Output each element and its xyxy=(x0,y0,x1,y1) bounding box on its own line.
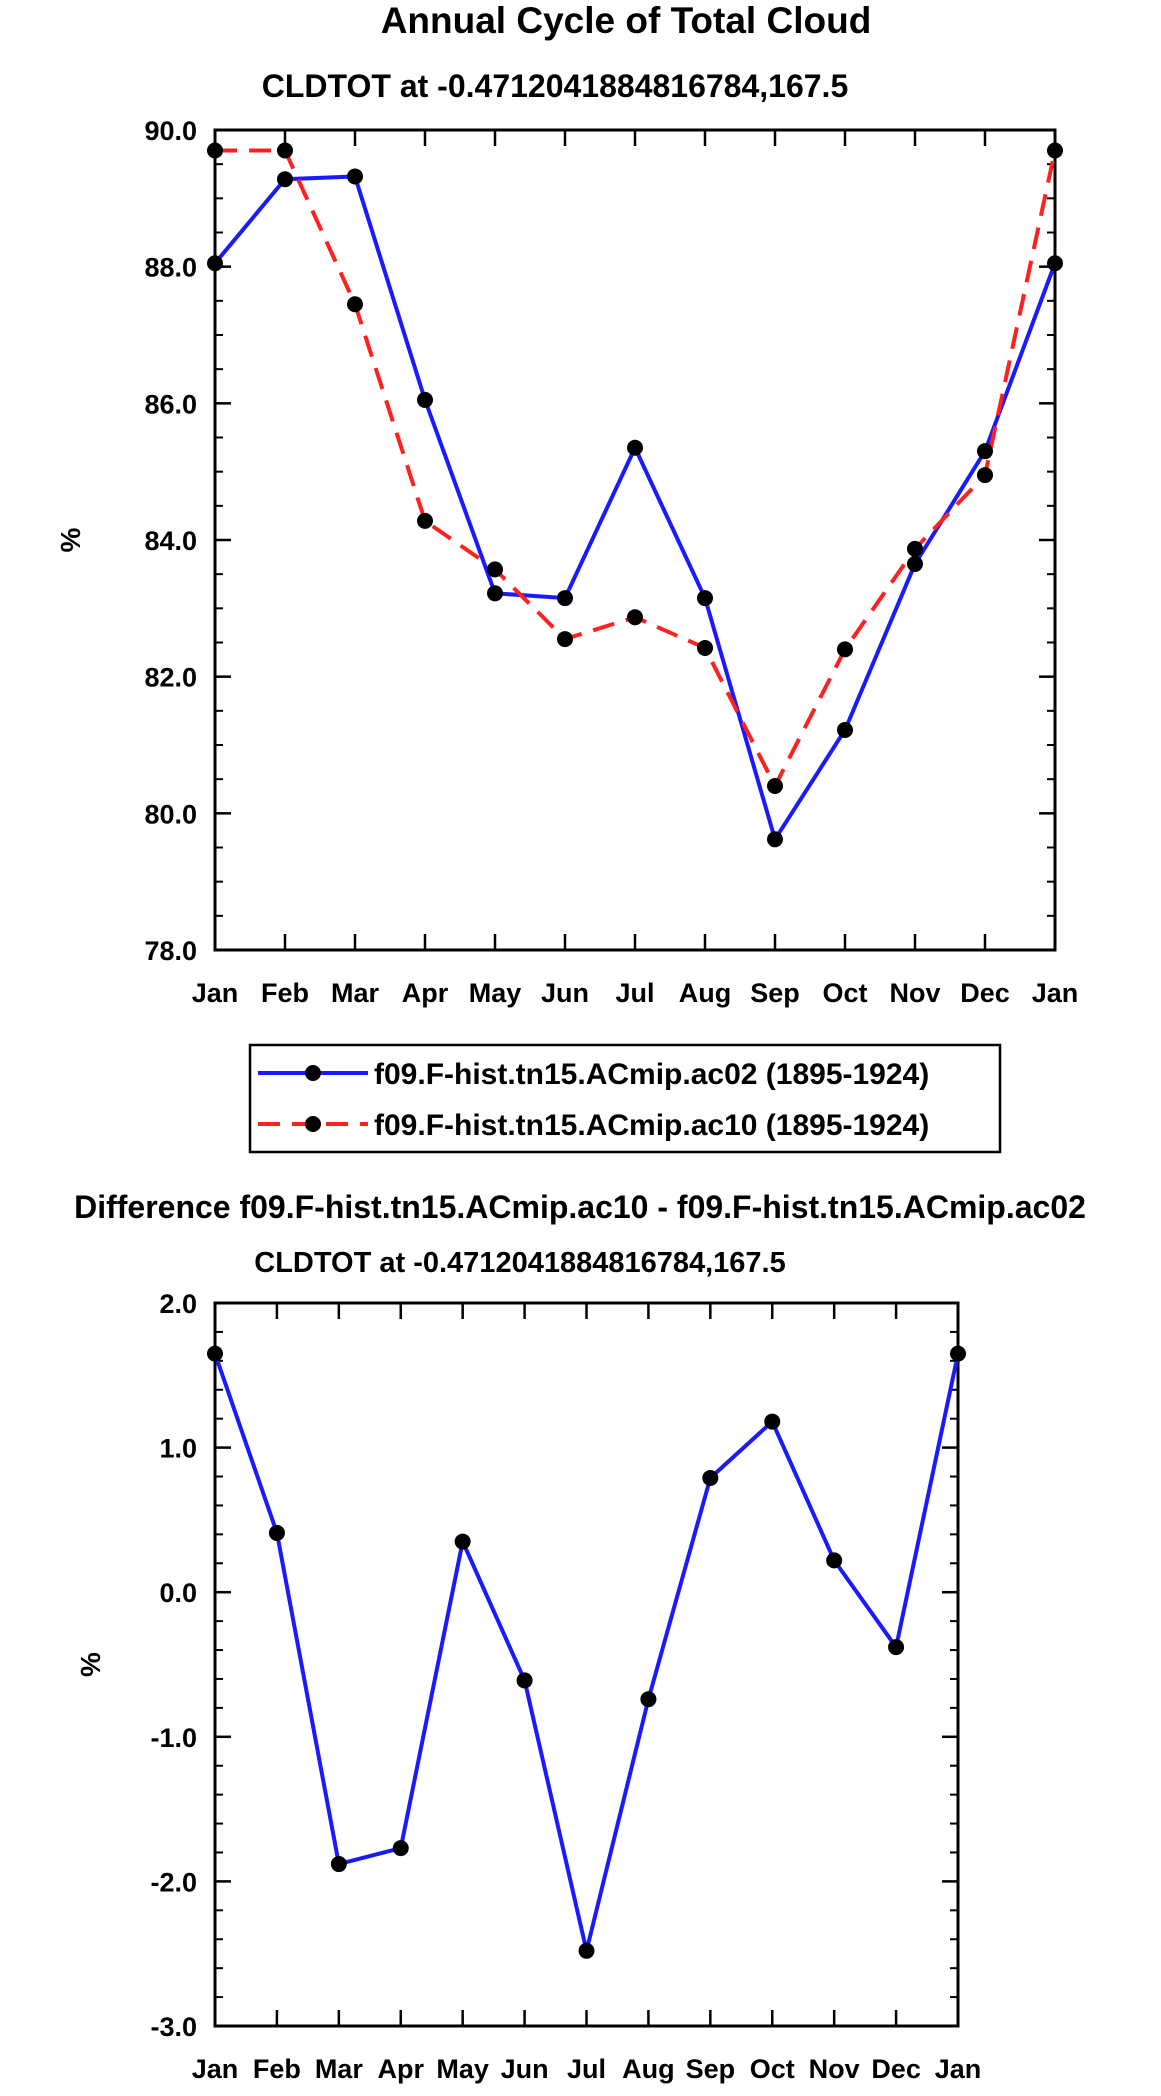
chart2-xtick-label: Sep xyxy=(686,2054,736,2084)
chart1-xtick-label: Mar xyxy=(331,978,380,1008)
legend-marker-1 xyxy=(305,1065,321,1081)
chart1-series-1-point xyxy=(417,512,433,529)
chart2-xtick-label: Nov xyxy=(809,2054,860,2084)
chart2-ytick-label: 0.0 xyxy=(159,1578,197,1608)
chart1-series-1-point xyxy=(977,467,993,484)
chart1-xtick-label: May xyxy=(469,978,522,1008)
chart1-ytick-label: 78.0 xyxy=(144,936,197,966)
chart1-xtick-label: Nov xyxy=(889,978,940,1008)
chart1-series-0-point xyxy=(277,171,293,188)
chart2-xtick-label: Jul xyxy=(567,2054,606,2084)
chart1-series-0-point xyxy=(487,585,503,602)
chart1-series-1-point xyxy=(767,778,783,794)
chart2-series-0-point xyxy=(330,1856,347,1873)
chart2-series-0-line xyxy=(213,1352,960,1952)
chart2-xtick-label: Feb xyxy=(253,2054,301,2084)
chart2-subtitle: CLDTOT at -0.4712041884816784,167.5 xyxy=(254,1247,786,1279)
chart2-series-0-point xyxy=(392,1840,409,1857)
legend-label-2: f09.F-hist.tn15.ACmip.ac10 (1895-1924) xyxy=(374,1109,929,1142)
chart1-series-1-point xyxy=(277,142,293,159)
chart1-series-1-line xyxy=(215,148,1057,791)
chart2-ytick-label: -1.0 xyxy=(150,1723,197,1753)
chart2-series-0-point xyxy=(950,1345,966,1362)
chart1-xtick-label: Apr xyxy=(402,978,449,1008)
chart1-series-0-point xyxy=(417,391,433,408)
chart1-series-0-point xyxy=(1047,255,1063,272)
chart1-xtick-label: Dec xyxy=(960,978,1010,1008)
chart1-ytick-label: 86.0 xyxy=(144,389,197,419)
chart1-title: Annual Cycle of Total Cloud xyxy=(381,0,872,41)
chart1-series-1-point xyxy=(487,561,503,578)
chart1-series-0-point xyxy=(627,439,643,456)
chart1-ylabel: % xyxy=(55,527,86,552)
chart2-ytick-label: 1.0 xyxy=(159,1434,197,1464)
chart1-xtick-label: Aug xyxy=(679,978,731,1008)
chart1-series-1-point xyxy=(627,609,643,626)
chart1-series-0-point xyxy=(837,721,853,738)
chart2-xtick-label: Mar xyxy=(315,2054,364,2084)
chart2-series-0-point xyxy=(640,1691,657,1708)
chart2-xtick-label: May xyxy=(436,2054,489,2084)
chart1-xtick-label: Jan xyxy=(1032,978,1079,1008)
chart1-series-1-point xyxy=(697,639,713,656)
chart2-ytick-label: -2.0 xyxy=(150,1867,197,1897)
chart1-ytick-label: 80.0 xyxy=(144,799,197,829)
legend-label-1: f09.F-hist.tn15.ACmip.ac02 (1895-1924) xyxy=(374,1058,929,1091)
chart2-series-0-point xyxy=(516,1672,533,1689)
chart1-series-1-point xyxy=(207,142,223,159)
chart2-title: Difference f09.F-hist.tn15.ACmip.ac10 - … xyxy=(74,1189,1086,1225)
chart1-series-0-point xyxy=(907,555,923,572)
chart2-xtick-label: Jun xyxy=(501,2054,549,2084)
chart1-series-1-point xyxy=(907,540,923,557)
chart1-series-0-point xyxy=(697,590,713,607)
chart2-series-0-point xyxy=(888,1639,905,1656)
chart2-xtick-label: Oct xyxy=(750,2054,795,2084)
chart1-subtitle: CLDTOT at -0.4712041884816784,167.5 xyxy=(262,68,848,104)
chart1-series-1-point xyxy=(347,296,363,313)
chart2-xtick-label: Jan xyxy=(192,2054,239,2084)
chart2-frame xyxy=(213,1301,960,2028)
chart2-xtick-label: Jan xyxy=(935,2054,982,2084)
chart2-xtick-label: Dec xyxy=(871,2054,921,2084)
chart2-series-0-point xyxy=(207,1345,223,1362)
chart1-series-0-point xyxy=(557,590,573,607)
chart1-series-1-point xyxy=(1047,142,1063,159)
chart1-series-0-point xyxy=(347,168,363,185)
chart1-xtick-label: Oct xyxy=(822,978,867,1008)
chart1-series-0-point xyxy=(767,831,783,848)
chart1-series-0-point xyxy=(977,443,993,460)
chart2-series-0-point xyxy=(826,1552,843,1569)
chart1-ytick-label: 82.0 xyxy=(144,663,197,693)
chart1-series-1-point xyxy=(557,631,573,648)
chart1-ytick-label: 88.0 xyxy=(144,253,197,283)
chart2-plot: Jan Feb Mar Apr May Jun Jul Aug Sep Oct Nov Dec Jan -… xyxy=(75,1289,981,2084)
chart2-series-0-point xyxy=(578,1942,595,1959)
chart1-plot: Jan Feb Mar Apr May Jun Jul Aug Sep Oct Nov Dec Jan 7… xyxy=(55,116,1078,1008)
chart1-ytick-label: 84.0 xyxy=(144,526,197,556)
chart2-series-0-point xyxy=(764,1413,781,1430)
chart1-ytick-label: 90.0 xyxy=(144,116,197,146)
chart2-ytick-label: 2.0 xyxy=(159,1289,197,1319)
chart2-series-0-point xyxy=(268,1524,285,1541)
legend-box xyxy=(248,1043,1002,1154)
chart1-series-0-point xyxy=(207,255,223,272)
chart2-ylabel: % xyxy=(75,1652,106,1677)
chart2-xtick-label: Apr xyxy=(378,2054,425,2084)
chart1-series-1-point xyxy=(837,641,853,658)
chart2-series-0-point xyxy=(702,1469,719,1486)
chart1-xtick-label: Jul xyxy=(615,978,654,1008)
chart1-xtick-label: Sep xyxy=(750,978,800,1008)
chart2-ytick-label: -3.0 xyxy=(150,2012,197,2042)
chart2-xtick-label: Aug xyxy=(622,2054,674,2084)
chart1-xtick-label: Jun xyxy=(541,978,589,1008)
chart1-legend: f09.F-hist.tn15.ACmip.ac02 (1895-1924) f… xyxy=(248,1043,1002,1154)
chart1-xtick-label: Jan xyxy=(192,978,239,1008)
legend-marker-2 xyxy=(305,1116,321,1132)
chart2-series-0-point xyxy=(454,1533,471,1550)
chart1-xtick-label: Feb xyxy=(261,978,309,1008)
